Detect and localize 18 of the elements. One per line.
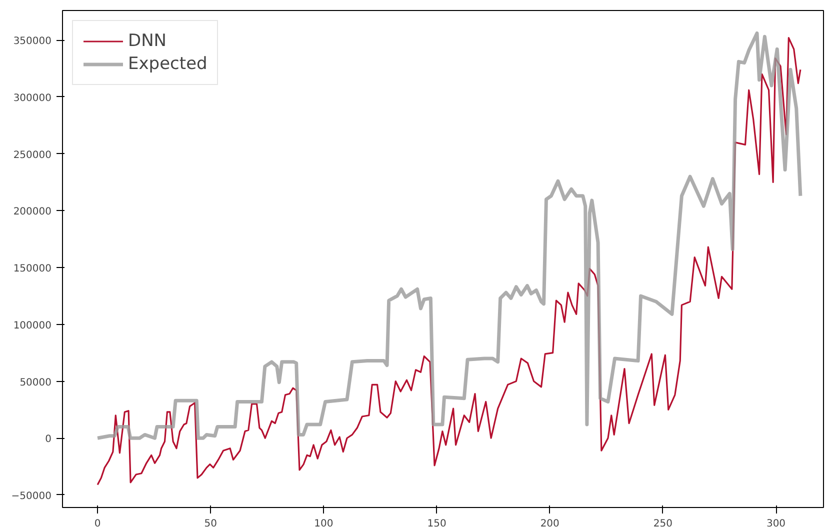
- y-tick-label: −50000: [11, 490, 52, 502]
- y-tick-label: 250000: [13, 150, 52, 161]
- legend-label: Expected: [128, 54, 208, 74]
- y-tick-label: 0: [45, 434, 52, 446]
- y-tick-label: 300000: [13, 92, 52, 104]
- x-tick-label: 250: [653, 518, 672, 529]
- x-tick-label: 200: [540, 518, 560, 529]
- y-tick-label: 50000: [20, 377, 52, 388]
- x-tick-label: 50: [204, 518, 217, 529]
- x-tick-label: 100: [314, 518, 334, 529]
- y-tick-label: 200000: [13, 206, 52, 218]
- legend-label: DNN: [128, 31, 167, 51]
- y-tick-label: 350000: [13, 36, 52, 48]
- x-tick-label: 0: [94, 518, 101, 529]
- x-tick-label: 300: [766, 518, 786, 529]
- y-tick-label: 150000: [13, 264, 52, 275]
- x-tick-label: 150: [427, 518, 446, 529]
- y-tick-label: 100000: [13, 320, 52, 332]
